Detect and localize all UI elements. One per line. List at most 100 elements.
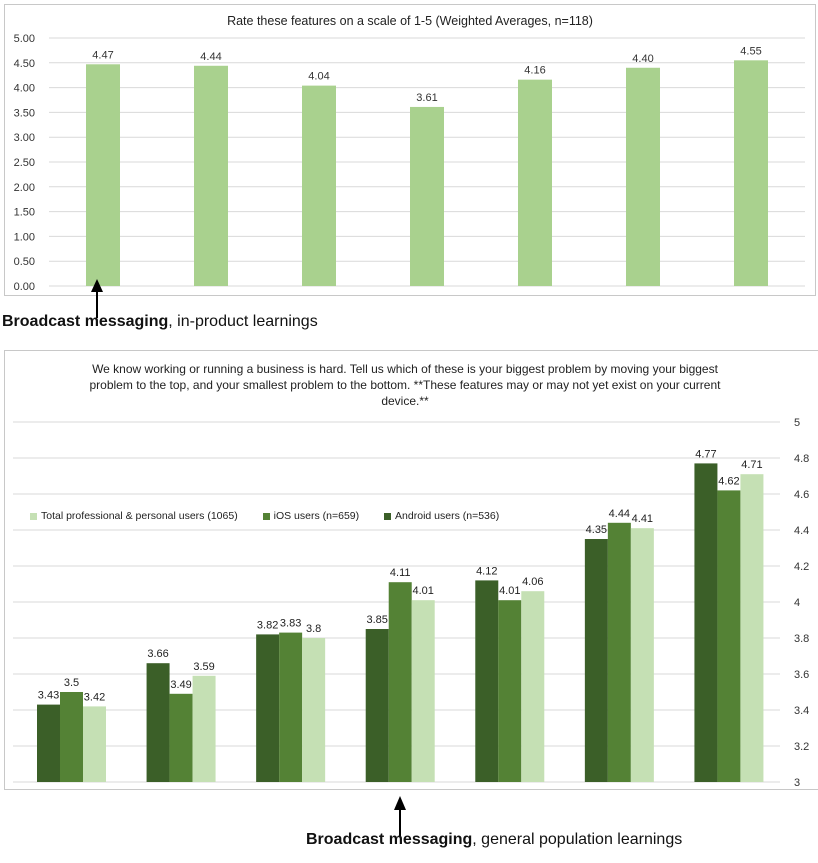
y-tick-label: 0.00 <box>14 281 35 293</box>
legend-label: Android users (n=536) <box>395 510 500 522</box>
y-tick-label: 4.6 <box>794 489 809 501</box>
chart-legend: Total professional & personal users (106… <box>30 510 521 523</box>
caption-bold-text: Broadcast messaging <box>2 313 169 330</box>
data-label: 4.62 <box>718 475 739 487</box>
y-tick-label: 4.8 <box>794 453 809 465</box>
y-tick-label: 4.2 <box>794 561 809 573</box>
caption-rest-text: , in-product learnings <box>168 313 318 330</box>
caption-bold-text: Broadcast messaging <box>306 831 473 848</box>
legend-item-android: Android users (n=536) <box>384 510 499 522</box>
bar <box>498 600 522 782</box>
legend-item-total: Total professional & personal users (106… <box>30 510 238 522</box>
bar <box>86 64 120 286</box>
bar <box>37 704 60 782</box>
y-tick-label: 2.50 <box>14 157 35 169</box>
y-tick-label: 1.50 <box>14 207 35 219</box>
data-label: 4.01 <box>413 585 434 597</box>
data-label: 4.11 <box>390 567 411 579</box>
data-label: 3.8 <box>306 623 321 635</box>
legend-item-ios: iOS users (n=659) <box>262 510 360 522</box>
data-label: 3.59 <box>193 661 214 673</box>
y-tick-label: 3.00 <box>14 132 35 144</box>
bar <box>410 106 444 286</box>
legend-swatch <box>30 512 37 520</box>
y-tick-label: 1.00 <box>14 231 35 243</box>
legend-swatch <box>384 512 392 520</box>
bar <box>694 463 718 782</box>
bar <box>740 474 764 782</box>
chart-title: We know working or running a business is… <box>89 362 721 408</box>
data-label: 4.55 <box>740 45 761 57</box>
bar <box>521 591 545 782</box>
chart-title: Rate these features on a scale of 1-5 (W… <box>227 14 593 28</box>
data-label: 3.43 <box>38 690 59 702</box>
bar <box>194 65 228 286</box>
bar <box>717 490 741 782</box>
annotation-caption-general-population: Broadcast messaging, general population … <box>306 831 682 849</box>
bar <box>256 634 280 782</box>
y-tick-label: 3.2 <box>794 741 809 753</box>
feature-ratings-bar-chart: 0.00 0.50 1.00 1.50 2.00 2.50 3.00 3.50 4.00 4.50… <box>14 33 805 293</box>
data-label: 4.44 <box>609 508 630 520</box>
data-label: 4.77 <box>695 448 716 460</box>
data-label: 3.5 <box>64 677 79 689</box>
bar <box>411 600 435 782</box>
bar <box>302 85 336 286</box>
y-tick-label: 4.00 <box>14 83 35 95</box>
y-tick-label: 3.4 <box>794 705 809 717</box>
y-tick-label: 3 <box>794 777 800 789</box>
data-label: 4.12 <box>476 565 497 577</box>
bar <box>388 582 412 782</box>
data-label: 3.42 <box>84 691 105 703</box>
legend-label: iOS users (n=659) <box>273 510 360 522</box>
data-label: 3.49 <box>170 679 191 691</box>
data-label: 4.06 <box>522 576 543 588</box>
bar <box>83 706 106 782</box>
chart-panel-feature-ratings: Rate these features on a scale of 1-5 (W… <box>4 4 816 296</box>
data-label: 3.83 <box>280 618 301 630</box>
y-tick-label: 2.00 <box>14 182 35 194</box>
data-label: 4.40 <box>632 53 653 65</box>
bar <box>607 522 631 782</box>
y-tick-label: 5 <box>794 417 800 429</box>
bar <box>630 528 654 782</box>
y-tick-label: 5.00 <box>14 33 35 45</box>
bar <box>584 539 608 782</box>
y-tick-label: 0.50 <box>14 256 35 268</box>
data-label: 4.41 <box>632 513 653 525</box>
data-label: 4.35 <box>586 524 607 536</box>
bar <box>302 638 326 782</box>
data-label: 3.82 <box>257 619 278 631</box>
data-label: 4.16 <box>524 65 545 77</box>
bar <box>626 67 660 286</box>
data-label: 3.61 <box>416 92 437 104</box>
y-tick-label: 3.50 <box>14 107 35 119</box>
data-label: 4.01 <box>499 585 520 597</box>
y-tick-label: 4.4 <box>794 525 809 537</box>
data-label: 4.04 <box>308 71 329 83</box>
bar <box>365 629 389 782</box>
bar <box>146 663 170 782</box>
bar <box>475 580 499 782</box>
legend-label: Total professional & personal users (106… <box>41 510 238 522</box>
chart-panel-biggest-problem: We know working or running a business is… <box>4 350 818 790</box>
data-label: 3.85 <box>367 614 388 626</box>
y-tick-label: 3.8 <box>794 633 809 645</box>
legend-swatch <box>262 512 270 520</box>
data-label: 4.44 <box>200 51 221 63</box>
data-label: 4.71 <box>741 459 762 471</box>
bar <box>192 675 216 782</box>
caption-rest-text: , general population learnings <box>472 831 683 848</box>
y-tick-label: 3.6 <box>794 669 809 681</box>
bar <box>518 79 552 286</box>
data-label: 3.66 <box>147 648 168 660</box>
bar <box>279 632 303 782</box>
annotation-caption-in-product: Broadcast messaging, in-product learning… <box>2 313 318 331</box>
data-label: 4.47 <box>92 49 113 61</box>
y-tick-label: 4 <box>794 597 800 609</box>
bar <box>169 693 193 782</box>
bar <box>734 60 768 286</box>
biggest-problem-grouped-bar-chart: 3 3.2 3.4 3.6 3.8 4 4.2 4.4 4.6 4.8 5 3.43 3.5 3.42 3.… <box>13 417 809 789</box>
y-tick-label: 4.50 <box>14 58 35 70</box>
bar <box>60 692 83 782</box>
